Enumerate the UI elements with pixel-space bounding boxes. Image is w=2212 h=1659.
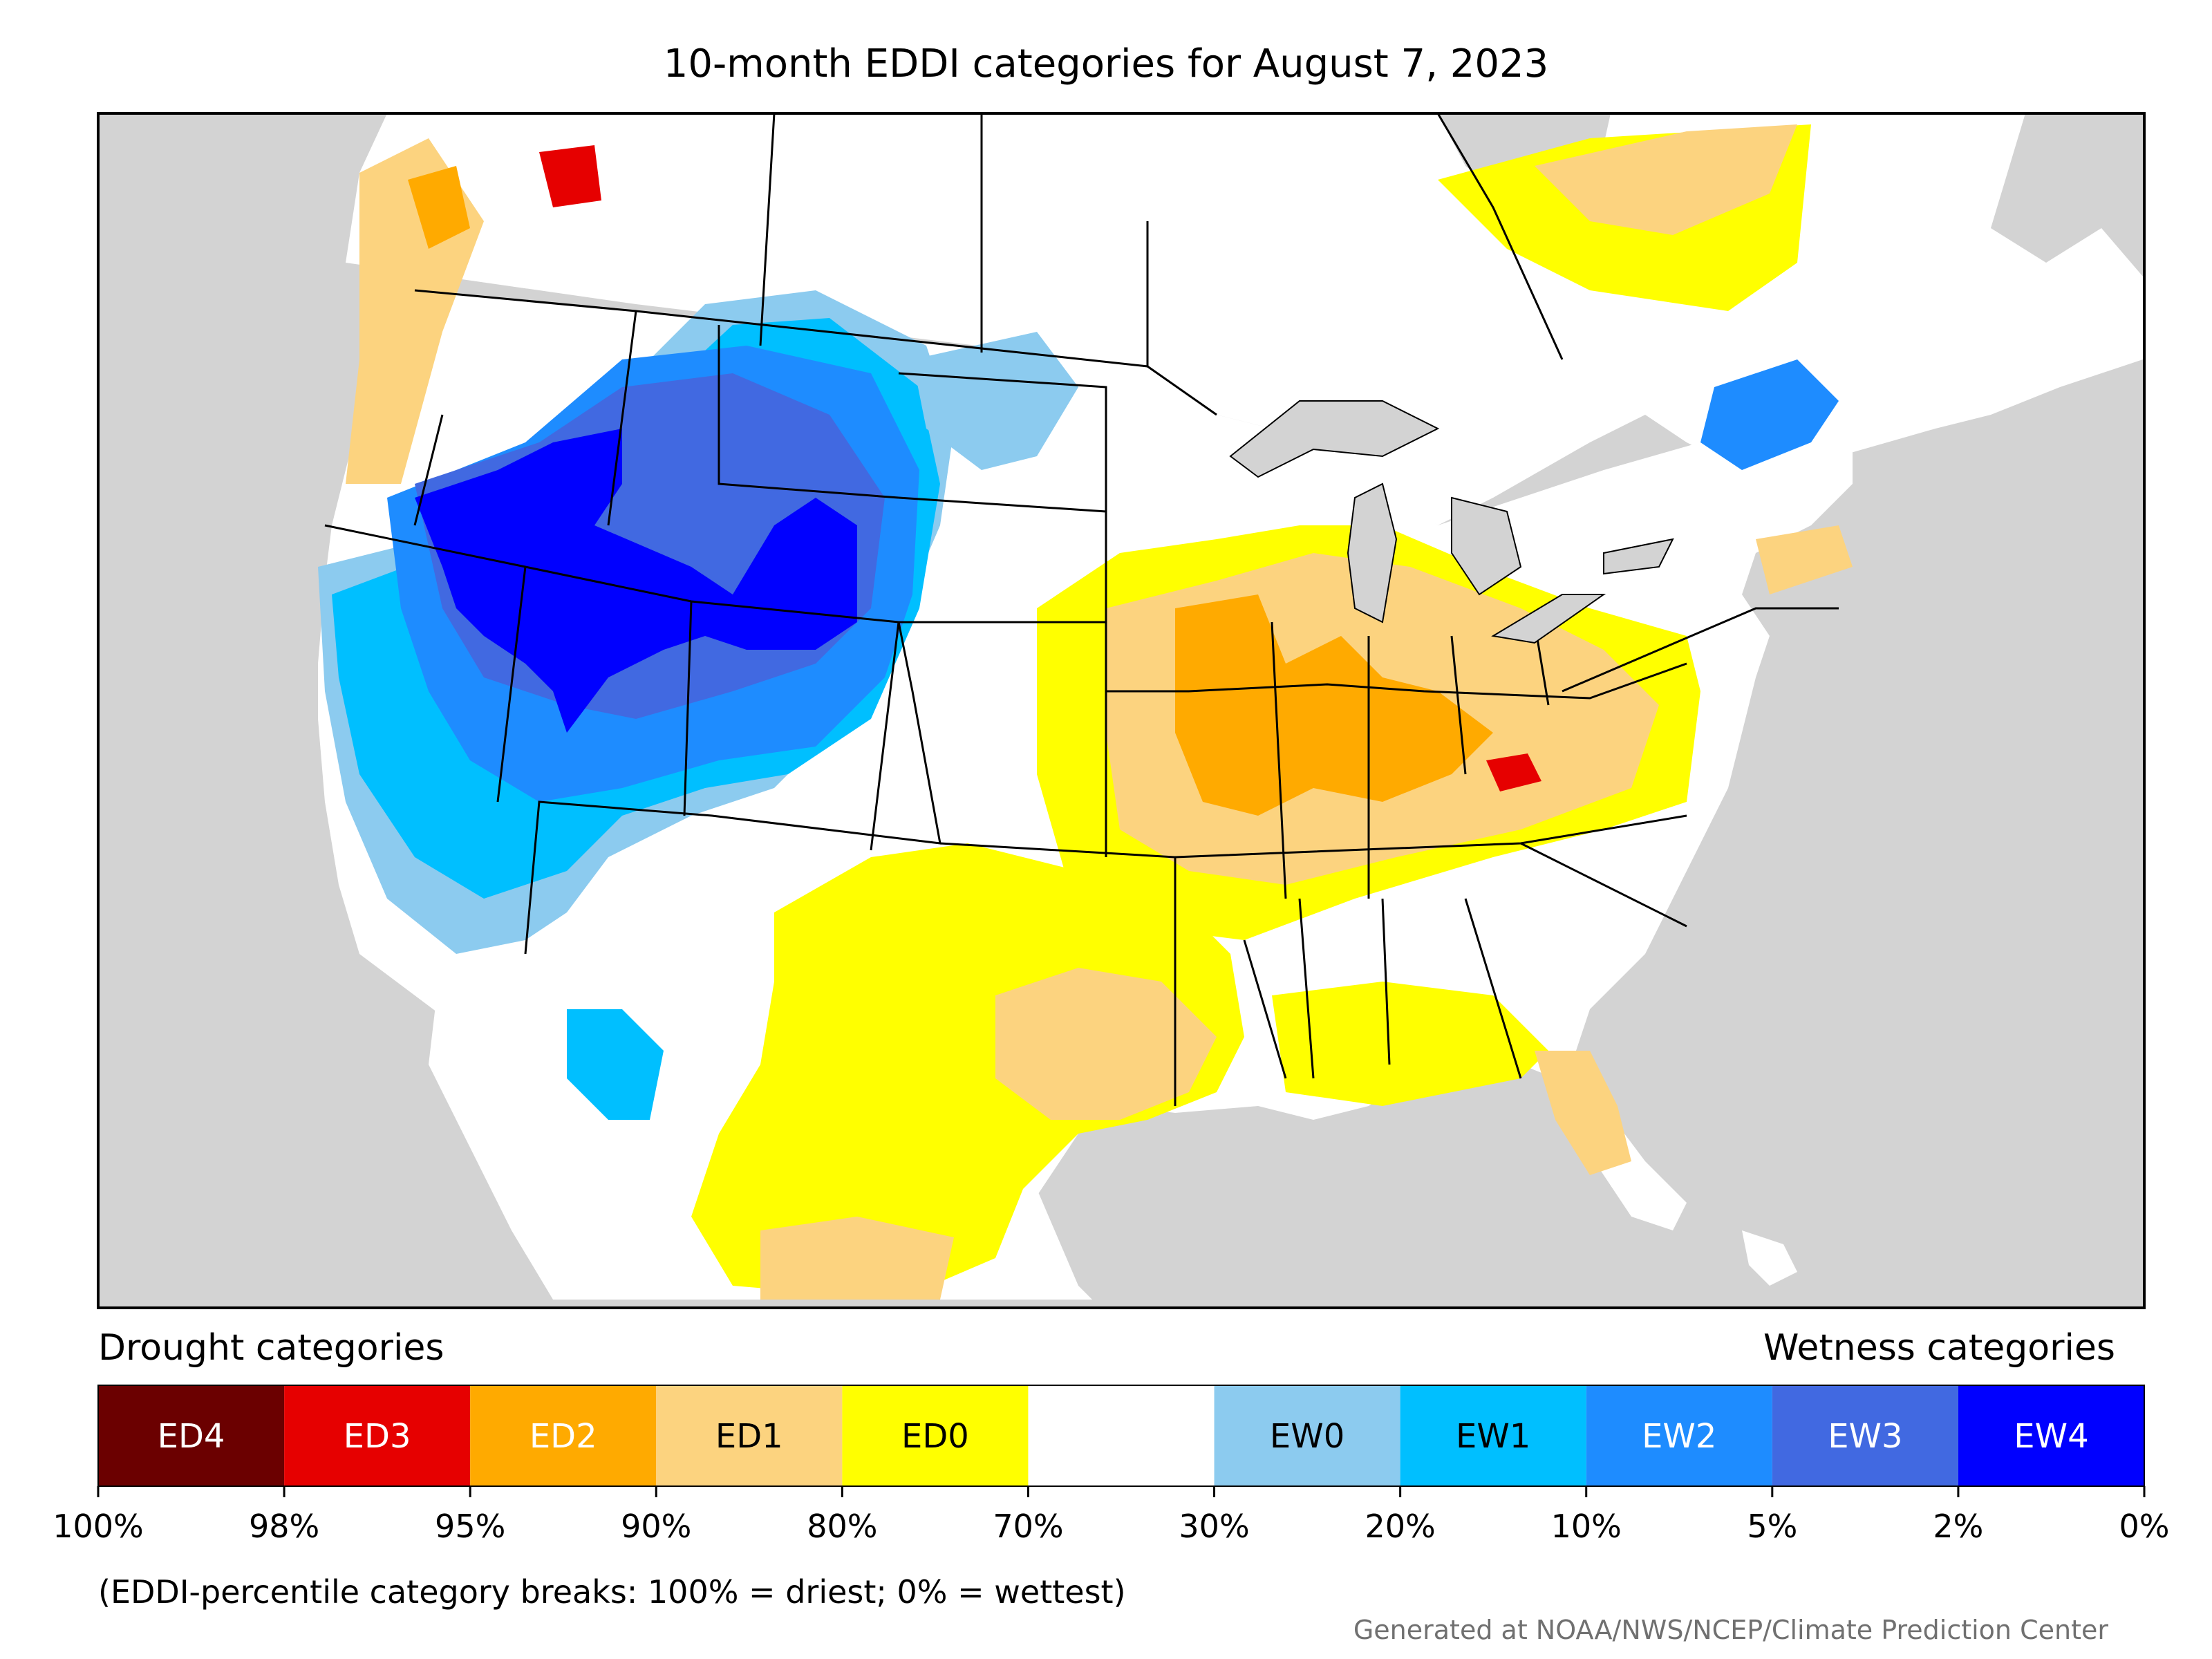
wet-northeast	[1700, 359, 1839, 470]
dry-ed3-kentucky	[1486, 753, 1541, 791]
legend-swatch	[1400, 1385, 1586, 1486]
map-frame	[97, 112, 2146, 1309]
caribbean-islands	[1742, 1230, 1797, 1286]
legend-swatch	[1214, 1385, 1400, 1486]
legend-tick-label: 0%	[2119, 1508, 2170, 1545]
legend-tick-label: 98%	[249, 1508, 319, 1545]
legend-tick-label: 70%	[993, 1508, 1063, 1545]
dry-ed0-gulf	[1272, 982, 1548, 1106]
legend-tick-label: 5%	[1747, 1508, 1797, 1545]
lake-huron	[1451, 496, 1522, 596]
legend-category-label: ED1	[715, 1417, 783, 1456]
legend-swatch	[1772, 1385, 1958, 1486]
legend-swatch	[284, 1385, 471, 1486]
dry-ed2-pnw	[408, 166, 470, 249]
dry-ed1-florida	[1535, 1051, 1631, 1175]
legend-tick-label: 90%	[621, 1508, 691, 1545]
legend-border	[97, 1385, 2145, 1487]
canada-province-lines	[759, 113, 1564, 366]
legend-tick-label: 20%	[1365, 1508, 1436, 1545]
drought-categories-label: Drought categories	[98, 1327, 444, 1369]
legend-tick-label: 100%	[53, 1508, 144, 1545]
legend-tick-label: 30%	[1179, 1508, 1249, 1545]
us-canada-border	[414, 289, 1217, 416]
credit-line: Generated at NOAA/NWS/NCEP/Climate Predi…	[1353, 1615, 2108, 1645]
great-lakes	[1229, 400, 1674, 644]
legend-category-label: EW4	[2014, 1417, 2088, 1456]
wet-ew4-west	[415, 429, 857, 733]
dry-ed1-south-texas	[760, 1217, 954, 1300]
eddi-shading	[318, 124, 1853, 1300]
legend-category-label: ED3	[344, 1417, 411, 1456]
dry-ed1-ecan	[1535, 124, 1797, 235]
legend-swatch	[1958, 1385, 2144, 1486]
legend-tick-label: 80%	[807, 1508, 877, 1545]
legend-tick-label: 95%	[435, 1508, 505, 1545]
legend-swatch	[842, 1385, 1029, 1486]
dry-ed3-bc	[539, 145, 601, 207]
legend-swatch	[1586, 1385, 1772, 1486]
lake-erie	[1491, 594, 1606, 644]
legend-category-label: EW1	[1456, 1417, 1530, 1456]
legend-swatch	[1028, 1385, 1215, 1486]
legend-category-label: ED0	[901, 1417, 969, 1456]
dry-ed0-texas	[691, 843, 1244, 1300]
legend-category-label: EW3	[1828, 1417, 1902, 1456]
dry-ed1-northeast	[1756, 525, 1853, 594]
legend-category-label: EW2	[1642, 1417, 1716, 1456]
legend-tick-label: 10%	[1551, 1508, 1622, 1545]
eddi-map	[97, 112, 2146, 1309]
lake-ontario	[1603, 538, 1674, 575]
lake-michigan	[1347, 482, 1398, 624]
wet-southwest	[567, 1009, 664, 1120]
eastern-state-lines	[1188, 607, 1839, 1079]
wet-north-dakota	[912, 332, 1078, 470]
legend-tick-label: 2%	[1933, 1508, 1983, 1545]
map-title: 10-month EDDI categories for August 7, 2…	[663, 41, 1549, 86]
legend-category-label: EW0	[1270, 1417, 1344, 1456]
legend-swatch	[98, 1385, 285, 1486]
western-state-lines	[324, 310, 941, 955]
central-state-lines	[898, 372, 1687, 1106]
dry-ed1-texas	[995, 968, 1217, 1120]
legend-category-label: ED4	[158, 1417, 225, 1456]
legend-swatch	[656, 1385, 843, 1486]
dry-ed2-midwest	[1175, 594, 1493, 816]
legend-swatch	[470, 1385, 657, 1486]
wetness-categories-label: Wetness categories	[1763, 1327, 2115, 1369]
lake-superior	[1229, 400, 1440, 478]
percentile-note: (EDDI-percentile category breaks: 100% =…	[98, 1573, 1126, 1611]
boundaries	[324, 113, 1839, 1106]
legend-category-label: ED2	[529, 1417, 597, 1456]
